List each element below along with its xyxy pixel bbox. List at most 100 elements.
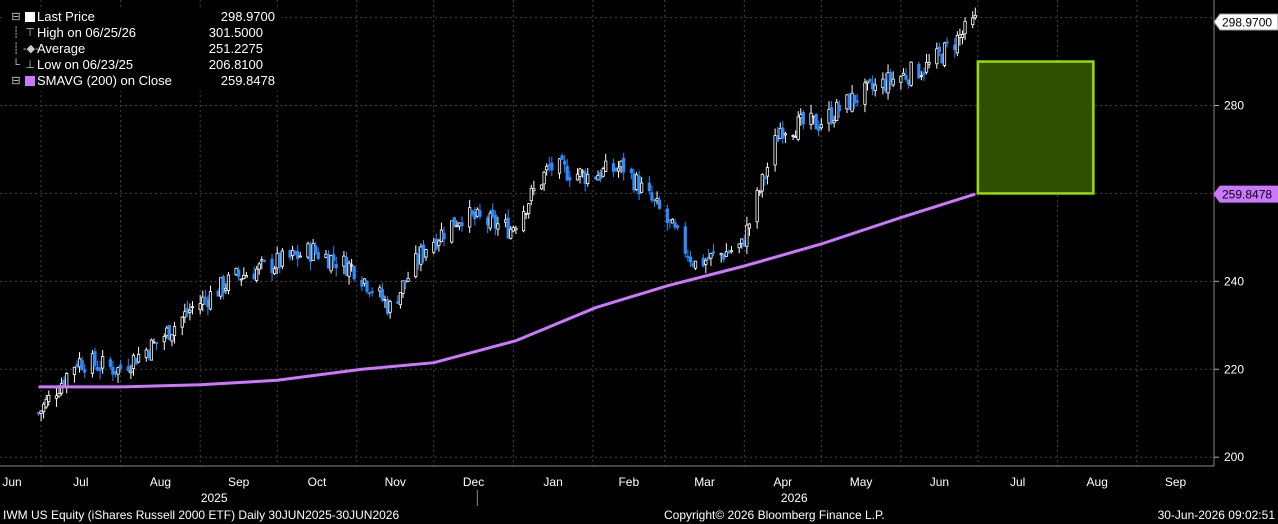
candle-down [668, 219, 672, 222]
candle-down [658, 199, 662, 209]
candle-down [360, 280, 364, 287]
x-tick-label: Aug [150, 475, 171, 489]
candle-up [971, 17, 975, 26]
candle-up [342, 255, 346, 267]
candle-down [442, 232, 446, 240]
candle-down [75, 364, 79, 367]
candle-up [794, 136, 798, 138]
candle-up [77, 358, 82, 368]
candle-down [134, 357, 138, 365]
x-tick-label: Dec [463, 475, 484, 489]
legend-label: High on 06/25/26 [37, 25, 137, 40]
legend-smavg[interactable]: ⊟ SMAVG (200) on Close 259.8478 [9, 73, 275, 89]
candle-up [729, 250, 734, 253]
candle-down [385, 299, 390, 314]
candle-down [473, 211, 477, 220]
candle-up [924, 61, 929, 73]
candle-up [419, 246, 423, 265]
candle-up [129, 370, 133, 374]
candle-down [416, 253, 420, 265]
candle-down [622, 157, 626, 173]
y-tick-label: 200 [1224, 450, 1244, 464]
legend-last-price[interactable]: ⊟ Last Price 298.9700 [9, 9, 275, 25]
candle-up [280, 250, 284, 267]
candle-down [119, 364, 123, 369]
candle-down [922, 72, 926, 75]
candle-up [791, 135, 795, 137]
candle-down [650, 192, 654, 201]
candle-down [560, 155, 564, 160]
candle-down [855, 100, 859, 103]
candle-up [927, 62, 931, 65]
candle-up [188, 309, 192, 313]
branch-end-icon: └ [12, 59, 20, 71]
candle-up [693, 260, 698, 269]
x-tick-label: Jul [73, 475, 88, 489]
candle-up [529, 187, 533, 202]
y-tick-label: 280 [1224, 99, 1244, 113]
candle-up [201, 296, 205, 305]
candle-down [683, 226, 687, 254]
candle-up [832, 119, 836, 124]
candle-down [270, 258, 274, 274]
axes: 200 220 240 280 Jun Jul Aug Sep Oct Nov Dec Jan Feb M… [0, 0, 1278, 506]
candle-up [509, 228, 513, 239]
candle-up [901, 72, 906, 76]
legend-average[interactable]: ┊ -◆- Average 251.2275 [9, 41, 275, 57]
sma-tag-label: 259.8478 [1222, 188, 1272, 202]
expand-icon[interactable]: ⊟ [11, 75, 21, 87]
candle-down [370, 291, 374, 293]
candle-up [424, 249, 428, 258]
expand-icon[interactable]: ⊟ [11, 11, 21, 23]
candle-down [629, 168, 633, 173]
x-tick-label: Jun [2, 475, 21, 489]
candle-up [152, 341, 156, 344]
legend-value: 206.8100 [208, 57, 263, 72]
candle-down [583, 171, 587, 185]
candle-up [198, 303, 202, 310]
candle-up [378, 287, 382, 292]
candle-up [131, 354, 136, 369]
candle-up [398, 292, 402, 306]
x-tick-label: Jan [543, 475, 562, 489]
candle-down [126, 366, 130, 371]
candle-down [493, 214, 497, 229]
legend-low[interactable]: └ ⊥ Low on 06/23/25 206.8100 [9, 57, 275, 73]
candle-up [162, 336, 166, 343]
legend-high[interactable]: ┊ ⊤ High on 06/25/26 301.5000 [9, 25, 275, 41]
candle-up [812, 115, 816, 118]
candle-up [601, 168, 605, 177]
candle-up [208, 291, 213, 310]
candle-down [93, 351, 97, 367]
candle-down [365, 280, 369, 292]
candle-up [596, 175, 600, 181]
candle-up [65, 373, 69, 387]
candle-down [547, 164, 551, 167]
candle-down [154, 342, 159, 344]
security-description: IWM US Equity (iShares Russell 2000 ETF)… [3, 508, 400, 522]
candle-down [593, 176, 598, 179]
candle-up [581, 170, 585, 173]
candle-up [799, 114, 803, 119]
legend-label: Average [37, 41, 86, 56]
candle-up [955, 35, 959, 54]
candle-up [796, 116, 800, 140]
candle-up [170, 334, 174, 342]
candle-up [44, 398, 48, 408]
candle-up [39, 410, 43, 414]
candle-up [455, 225, 459, 228]
candle-up [54, 395, 59, 399]
candle-down [675, 225, 680, 228]
x-tick-label: Nov [385, 475, 406, 489]
candle-up [260, 259, 264, 262]
legend-label: Low on 06/23/25 [37, 57, 134, 72]
candle-down [237, 269, 241, 277]
candle-down [216, 290, 220, 297]
legend-label: SMAVG (200) on Close [37, 73, 172, 88]
candle-down [763, 177, 767, 180]
candle-down [568, 177, 572, 181]
candle-up [42, 403, 46, 412]
candle-down [632, 173, 636, 191]
candle-up [655, 198, 659, 202]
candle-up [468, 207, 472, 228]
